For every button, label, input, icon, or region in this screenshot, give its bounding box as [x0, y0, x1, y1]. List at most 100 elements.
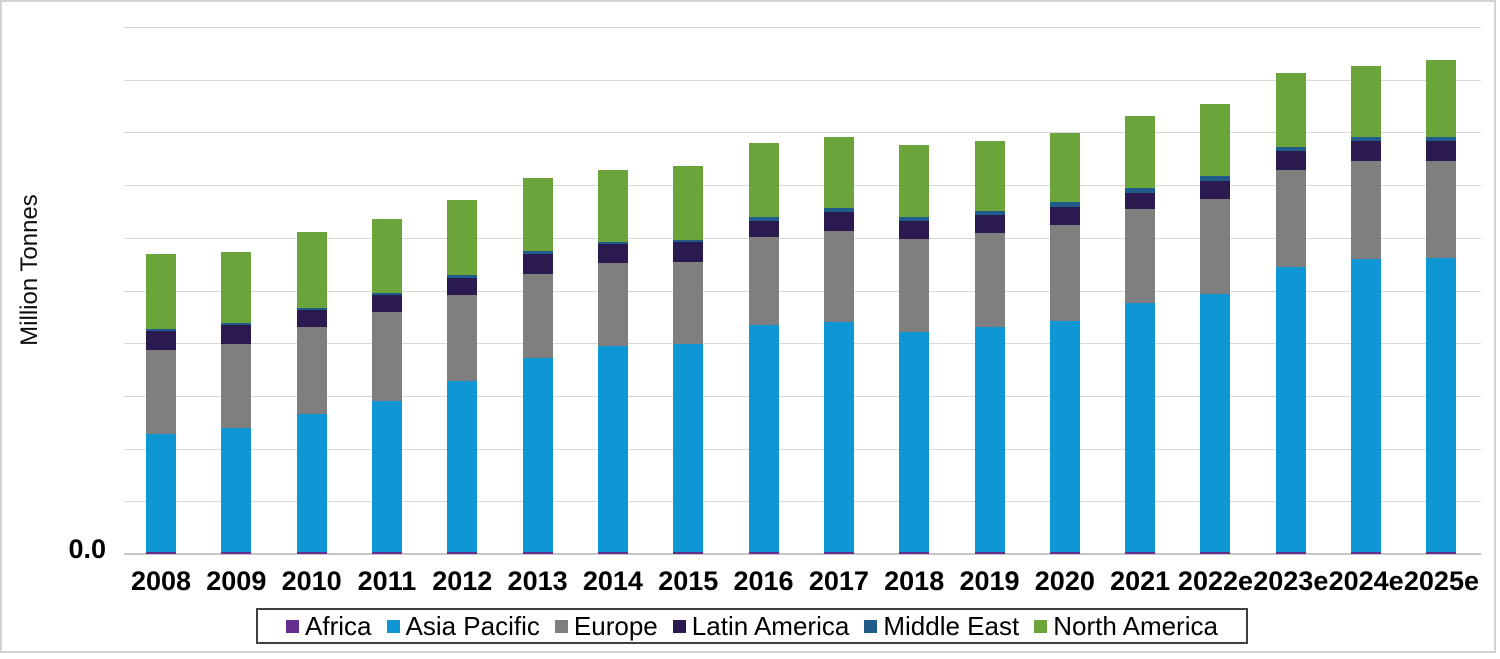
x-tick-label: 2020: [1034, 566, 1095, 596]
legend-swatch-icon: [554, 619, 568, 633]
bar-2019-africa-segment: [974, 552, 1005, 554]
x-tick-label: 2018: [884, 566, 945, 596]
bar-2011-africa-segment: [371, 552, 402, 554]
bar-2023e-north-america-segment: [1275, 73, 1306, 147]
bar-2020: [1049, 132, 1080, 554]
bar-2017: [823, 136, 854, 554]
legend-label: Africa: [305, 610, 372, 641]
x-tick-label: 2012: [432, 566, 493, 596]
bar-2020-middle-east-segment: [1049, 201, 1080, 207]
x-tick-label: 2010: [281, 566, 342, 596]
x-tick-label: 2014: [582, 566, 643, 596]
bar-2017-middle-east-segment: [823, 207, 854, 212]
bar-2017-asia-pacific-segment: [823, 322, 854, 552]
bar-2020-europe-segment: [1049, 224, 1080, 321]
bar-2025e-north-america-segment: [1426, 60, 1457, 137]
bar-2009-africa-segment: [221, 552, 252, 554]
bar-2011-europe-segment: [371, 312, 402, 401]
bar-2013-africa-segment: [522, 552, 553, 554]
legend-swatch-icon: [1034, 619, 1048, 633]
bar-2008-asia-pacific-segment: [146, 434, 176, 552]
bar-2014: [597, 170, 628, 554]
bar-2011-asia-pacific-segment: [371, 400, 402, 552]
gridline: [124, 237, 1481, 239]
x-tick-label: 2023e: [1253, 566, 1329, 596]
x-tick-label: 2008: [130, 566, 192, 596]
bar-2018-north-america-segment: [899, 144, 930, 218]
x-tick-label: 2011: [357, 566, 417, 596]
gridline: [124, 290, 1481, 292]
bar-2020-asia-pacific-segment: [1049, 320, 1080, 552]
bar-2023e-africa-segment: [1275, 552, 1306, 554]
x-tick-label: 2017: [808, 566, 869, 596]
bar-2016-europe-segment: [748, 237, 779, 325]
bar-2014-africa-segment: [597, 552, 628, 554]
bar-2023e-europe-segment: [1275, 169, 1306, 267]
bar-2010-africa-segment: [296, 552, 327, 554]
bar-2025e-europe-segment: [1426, 160, 1457, 259]
legend-item-north-america: North America: [1034, 611, 1218, 642]
legend-item-latin-america: Latin America: [672, 610, 850, 642]
bar-2023e-latin-america-segment: [1275, 150, 1306, 170]
bar-2021-middle-east-segment: [1125, 188, 1156, 194]
gridline: [124, 27, 1481, 28]
bar-2024e-latin-america-segment: [1351, 141, 1382, 162]
bar-2019-middle-east-segment: [974, 210, 1005, 216]
bar-2011-north-america-segment: [371, 219, 402, 294]
bar-2024e: [1351, 65, 1382, 554]
bar-2014-europe-segment: [597, 263, 628, 347]
bar-2013-middle-east-segment: [522, 250, 553, 254]
gridline: [124, 343, 1481, 345]
legend-item-middle-east: Middle East: [864, 611, 1019, 642]
x-tick-label: 2013: [507, 566, 568, 596]
bar-2009: [221, 251, 252, 554]
bar-2022e-middle-east-segment: [1200, 175, 1231, 181]
bar-2019: [974, 141, 1005, 554]
bar-2022e-africa-segment: [1200, 552, 1231, 554]
bar-2013-north-america-segment: [522, 178, 553, 251]
bar-2018-asia-pacific-segment: [899, 332, 930, 552]
bar-2010-north-america-segment: [296, 232, 327, 308]
bar-2021-africa-segment: [1125, 552, 1156, 554]
legend-item-africa: Africa: [286, 611, 371, 642]
gridline: [124, 395, 1481, 397]
bar-2018-latin-america-segment: [899, 221, 930, 239]
bar-2008: [146, 254, 176, 554]
legend-swatch-icon: [672, 619, 686, 633]
bar-2014-middle-east-segment: [597, 241, 628, 245]
bar-2020-north-america-segment: [1049, 132, 1080, 202]
bar-2015-latin-america-segment: [673, 242, 704, 262]
bar-2019-latin-america-segment: [974, 215, 1005, 233]
bar-2021-asia-pacific-segment: [1125, 302, 1156, 552]
bar-2008-middle-east-segment: [146, 328, 176, 331]
bar-2018-europe-segment: [899, 238, 930, 333]
bar-2022e-europe-segment: [1200, 198, 1231, 294]
bar-2025e-africa-segment: [1426, 552, 1457, 554]
x-tick-label: 2015: [658, 566, 719, 596]
y-axis-zero-label: 0.0: [68, 534, 106, 564]
bar-2013-asia-pacific-segment: [522, 357, 553, 552]
x-tick-label: 2021: [1110, 566, 1171, 596]
gridline: [124, 448, 1481, 450]
bar-2024e-north-america-segment: [1351, 65, 1382, 138]
gridline: [124, 185, 1481, 187]
bar-2022e-latin-america-segment: [1200, 180, 1231, 199]
bar-2016-north-america-segment: [748, 143, 779, 217]
x-axis: 2008 2009 2010 2011 2012 2013 2014 2015 2016 2017…: [2, 566, 1500, 598]
legend-label: Asia Pacific: [405, 610, 540, 641]
bar-2009-europe-segment: [221, 343, 252, 428]
bar-2015-asia-pacific-segment: [673, 344, 704, 552]
bar-2025e: [1426, 60, 1457, 554]
bar-2024e-middle-east-segment: [1351, 137, 1382, 142]
bar-2024e-africa-segment: [1351, 552, 1382, 554]
bar-2012-asia-pacific-segment: [447, 381, 478, 552]
bar-2018-middle-east-segment: [899, 217, 930, 222]
bar-2011-latin-america-segment: [371, 295, 402, 313]
legend-label: Latin America: [691, 610, 850, 641]
bar-2023e-middle-east-segment: [1275, 146, 1306, 151]
bar-2021: [1125, 115, 1156, 554]
bar-2019-europe-segment: [974, 232, 1005, 327]
bar-2016-latin-america-segment: [748, 220, 779, 238]
bar-2010: [296, 232, 327, 554]
